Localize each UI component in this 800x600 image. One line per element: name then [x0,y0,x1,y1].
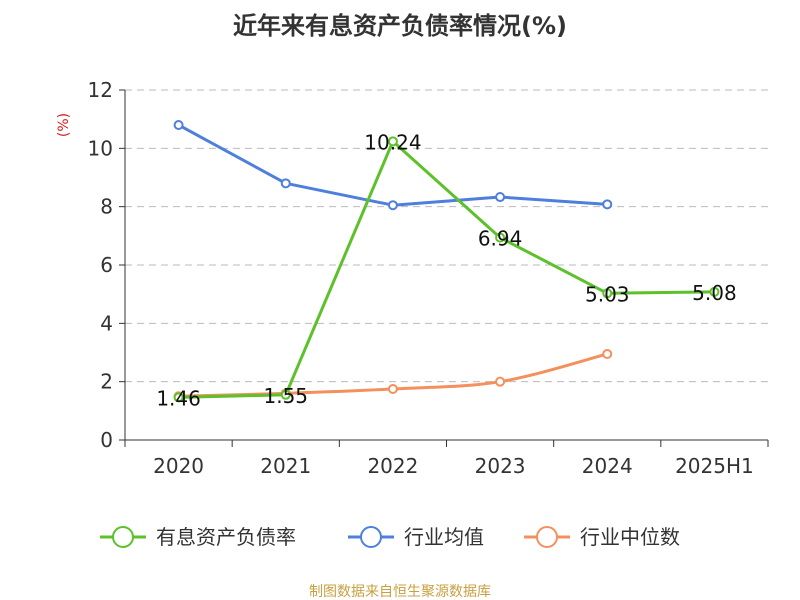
source-note: 制图数据来自恒生聚源数据库 [309,584,491,600]
data-point [709,286,720,297]
chart-title: 近年来有息资产负债率情况(%) [233,12,567,40]
legend-swatch-marker [360,526,382,548]
data-point [173,392,184,403]
legend-swatch-marker [536,526,558,548]
y-tick-label: 4 [100,311,113,335]
data-point [495,192,506,203]
legend-label: 行业均值 [404,525,484,549]
data-point [280,178,291,189]
y-axis-unit-label: (%) [56,113,72,137]
y-tick-label: 10 [88,136,113,160]
data-point [280,389,291,400]
legend: 有息资产负债率 行业均值 行业中位数 [100,525,680,549]
data-point [387,383,398,394]
data-point [602,199,613,210]
data-point [495,376,506,387]
data-point [387,136,398,147]
series-lines [173,120,720,403]
legend-label: 有息资产负债率 [156,525,296,549]
legend-swatch-marker [112,526,134,548]
data-point [387,200,398,211]
x-tick-label: 2024 [582,454,633,478]
y-tick-label: 12 [88,78,113,102]
data-label: 1.46 [156,386,201,410]
y-tick-label: 6 [100,253,113,277]
data-point [495,232,506,243]
y-tick-label: 2 [100,370,113,394]
data-label: 6.94 [478,227,523,251]
series-line [178,139,715,399]
axes: 0 2 4 6 8 10 12 2020 2021 2022 2023 2024 2025H1 [88,78,769,478]
x-tick-label: 2020 [153,454,204,478]
data-label: 1.55 [263,384,308,408]
y-tick-label: 8 [100,195,113,219]
x-tick-label: 2023 [475,454,526,478]
x-tick-label: 2025H1 [675,454,754,478]
legend-label: 行业中位数 [580,525,680,549]
data-point [173,120,184,130]
x-tick-label: 2021 [260,454,311,478]
data-point [602,288,613,299]
y-tick-label: 0 [100,428,113,452]
grid-lines [125,89,768,383]
data-label: 5.08 [692,281,737,305]
data-labels: 1.46 1.55 10.24 6.94 5.03 5.08 [156,130,736,410]
data-point [602,348,613,359]
data-label: 10.24 [364,130,421,154]
x-tick-label: 2022 [367,454,418,478]
data-label: 5.03 [585,282,630,306]
